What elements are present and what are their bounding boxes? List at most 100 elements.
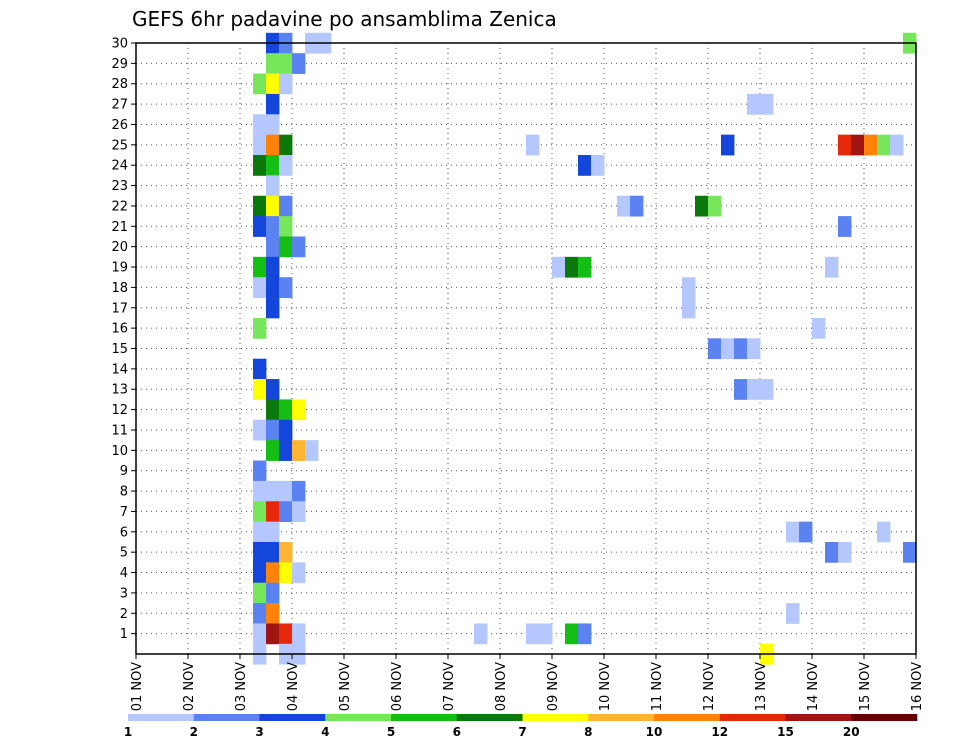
heatmap-cell: [708, 195, 722, 217]
colorbar-tick-label: 12: [711, 725, 728, 739]
colorbar-swatch: [391, 714, 458, 721]
heatmap-cell: [578, 623, 592, 645]
colorbar-swatch: [325, 714, 392, 721]
heatmap-cell: [474, 623, 488, 645]
heatmap-cell: [591, 155, 605, 176]
y-tick-label: 6: [120, 525, 128, 540]
heatmap-cell: [266, 379, 280, 400]
heatmap-cell: [747, 93, 761, 115]
colorbar-tick-label: 10: [646, 725, 663, 739]
heatmap-cell: [721, 134, 735, 156]
y-tick-label: 25: [111, 138, 128, 153]
heatmap-cell: [266, 541, 280, 563]
y-tick-label: 21: [111, 220, 128, 235]
x-tick-label: 09 NOV: [546, 662, 561, 711]
heatmap-cell: [266, 603, 280, 624]
heatmap-cell: [253, 623, 267, 645]
heatmap-cell: [838, 541, 852, 563]
x-tick-label: 13 NOV: [754, 662, 769, 711]
y-axis-tick-labels: 1234567891011121314151617181920212223242…: [111, 37, 136, 642]
heatmap-cell: [565, 256, 579, 278]
heatmap-cell: [266, 480, 280, 502]
heatmap-cells: [253, 32, 917, 665]
heatmap-cell: [266, 521, 280, 543]
colorbar-swatch: [588, 714, 655, 721]
heatmap-cell: [253, 541, 267, 563]
y-tick-label: 13: [111, 383, 128, 398]
heatmap-cell: [253, 480, 267, 502]
heatmap-cell: [786, 521, 800, 543]
heatmap-cell: [253, 379, 267, 400]
y-tick-label: 18: [111, 281, 128, 296]
heatmap-cell: [851, 134, 865, 156]
heatmap-cell: [838, 216, 852, 237]
heatmap-cell: [279, 216, 293, 237]
heatmap-cell: [266, 562, 280, 584]
x-tick-label: 01 NOV: [130, 662, 145, 711]
heatmap-cell: [253, 582, 267, 604]
heatmap-cell: [292, 399, 306, 421]
heatmap-cell: [292, 623, 306, 645]
x-tick-label: 03 NOV: [234, 662, 249, 711]
y-tick-label: 30: [111, 37, 128, 52]
heatmap-cell: [279, 399, 293, 421]
heatmap-cell: [760, 379, 774, 400]
heatmap-cell: [266, 277, 280, 298]
heatmap-cell: [253, 195, 267, 217]
heatmap-cell: [578, 155, 592, 176]
x-tick-label: 05 NOV: [338, 662, 353, 711]
heatmap-cell: [253, 501, 267, 523]
colorbar-swatch: [259, 714, 326, 721]
heatmap-cell: [266, 93, 280, 115]
x-tick-label: 14 NOV: [806, 662, 821, 711]
y-tick-label: 23: [111, 179, 128, 194]
heatmap-cell: [266, 216, 280, 237]
y-tick-label: 24: [111, 159, 128, 174]
heatmap-cell: [682, 277, 696, 298]
y-tick-label: 3: [120, 586, 128, 601]
heatmap-cell: [279, 277, 293, 298]
heatmap-cell: [279, 623, 293, 645]
colorbar-swatch: [193, 714, 260, 721]
heatmap-cell: [799, 521, 813, 543]
heatmap-cell: [695, 195, 709, 217]
heatmap-cell: [253, 317, 267, 339]
y-tick-label: 1: [120, 627, 128, 642]
colorbar-tick-label: 20: [843, 725, 860, 739]
heatmap-cell: [279, 155, 293, 176]
heatmap-cell: [578, 256, 592, 278]
heatmap-cell: [565, 623, 579, 645]
colorbar-swatch: [654, 714, 721, 721]
heatmap-cell: [266, 582, 280, 604]
heatmap-cell: [279, 440, 293, 461]
heatmap-cell: [266, 297, 280, 319]
chart-title: GEFS 6hr padavine po ansamblima Zenica: [132, 7, 557, 31]
heatmap-cell: [253, 73, 267, 95]
heatmap-cell: [253, 419, 267, 441]
colorbar-tick-label: 6: [453, 725, 461, 739]
x-axis-tick-labels: 01 NOV 02 NOV 03 NOV 04 NOV 05 NOV 06 NOV 07 N…: [130, 654, 925, 711]
x-tick-label: 10 NOV: [598, 662, 613, 711]
x-tick-label: 07 NOV: [442, 662, 457, 711]
heatmap-cell: [292, 236, 306, 258]
y-tick-label: 9: [120, 464, 128, 479]
y-tick-label: 22: [111, 199, 128, 214]
colorbar-swatch: [719, 714, 786, 721]
heatmap-cell: [539, 623, 553, 645]
heatmap-cell: [266, 175, 280, 197]
heatmap-cell: [253, 216, 267, 237]
y-tick-label: 10: [111, 444, 128, 459]
heatmap-cell: [734, 379, 748, 400]
heatmap-cell: [279, 73, 293, 95]
heatmap-cell: [747, 338, 761, 360]
heatmap-cell: [279, 562, 293, 584]
colorbar-swatch: [456, 714, 523, 721]
heatmap-cell: [890, 134, 904, 156]
heatmap-cell: [825, 541, 839, 563]
y-tick-label: 17: [111, 301, 128, 316]
heatmap-cell: [266, 440, 280, 461]
y-tick-label: 4: [120, 566, 128, 581]
colorbar-swatch: [128, 714, 195, 721]
colorbar: 1 2 3 4 5 6 7 8 10 12 15 20: [124, 714, 918, 739]
x-tick-label: 02 NOV: [182, 662, 197, 711]
